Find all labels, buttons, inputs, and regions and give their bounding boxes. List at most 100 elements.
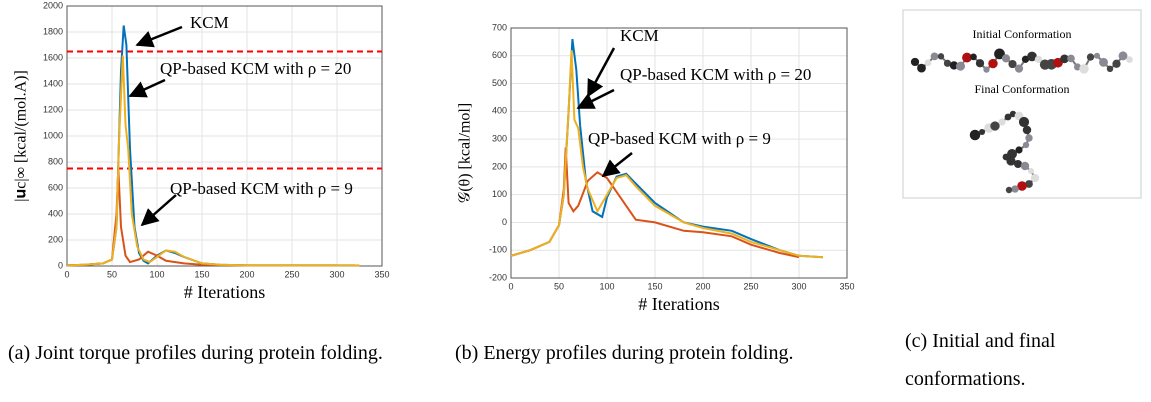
y-tick-label: 500 [492, 78, 507, 88]
x-tick-label: 300 [791, 281, 806, 291]
atom [1005, 186, 1013, 194]
y-tick-label: 600 [48, 182, 63, 192]
x-tick-label: 0 [508, 281, 513, 291]
atom [1020, 161, 1030, 171]
atom [1099, 57, 1108, 67]
atom [962, 52, 972, 63]
y-tick-label: 1000 [43, 130, 63, 140]
atom [1001, 54, 1011, 63]
atom [970, 53, 977, 61]
y-tick-label: 300 [492, 133, 507, 143]
final-label: Final Conformation [975, 82, 1070, 96]
series-line [66, 55, 360, 267]
annotation-arrow [586, 47, 616, 98]
y-tick-label: 1400 [43, 78, 63, 88]
molecules [910, 48, 1133, 194]
x-axis-label: # Iterations [638, 294, 719, 314]
atom [1014, 64, 1024, 73]
x-tick-label: 250 [743, 281, 758, 291]
annotation: KCM [190, 13, 229, 32]
atom [1073, 63, 1082, 71]
atom [1106, 65, 1114, 73]
atom [998, 118, 1006, 126]
atom [1025, 180, 1033, 188]
x-tick-label: 300 [329, 269, 344, 279]
atom [990, 121, 1000, 131]
x-tick-label: 200 [239, 269, 254, 279]
y-tick-label: 400 [492, 106, 507, 116]
y-tick-label: 0 [58, 260, 63, 270]
caption-a: (a) Joint torque profiles during protein… [8, 342, 383, 364]
atom [1008, 59, 1017, 69]
atom [1093, 52, 1101, 59]
atom [1009, 110, 1017, 118]
atom [1027, 167, 1035, 175]
plot-frame [510, 27, 848, 279]
caption-c: (c) Initial and final conformations. [905, 330, 1056, 390]
atom [1022, 125, 1032, 135]
y-tick-label: -100 [489, 245, 507, 255]
atom [930, 52, 939, 61]
atom [1112, 59, 1121, 68]
y-tick-label: 600 [492, 50, 507, 60]
atom [924, 59, 932, 67]
y-axis-label: 𝒢(θ) [kcal/mol] [457, 103, 474, 203]
atom [988, 58, 998, 69]
atom [1013, 159, 1023, 169]
atom [983, 66, 990, 73]
x-tick-label: 350 [839, 281, 854, 291]
atom [1011, 185, 1019, 193]
atom [1004, 113, 1012, 121]
annotation: QP-based KCM with ρ = 9 [588, 129, 771, 148]
annotation: QP-based KCM with ρ = 20 [620, 65, 811, 84]
atom [1126, 56, 1133, 63]
atom [1060, 54, 1069, 64]
x-tick-label: 200 [695, 281, 710, 291]
atom [1030, 173, 1040, 183]
atom [910, 57, 920, 67]
annotation: QP-based KCM with ρ = 9 [170, 179, 353, 198]
atom [1017, 181, 1027, 191]
y-tick-label: -200 [489, 272, 507, 282]
atom [1015, 146, 1023, 154]
atom [917, 63, 926, 73]
annotation-arrow [135, 25, 183, 48]
atom [1118, 51, 1128, 61]
series-line [510, 50, 824, 259]
y-tick-label: 700 [492, 22, 507, 32]
y-tick-label: 2000 [43, 0, 63, 10]
atom [1079, 64, 1089, 74]
atom [1025, 134, 1033, 142]
x-tick-label: 250 [284, 269, 299, 279]
atom [1067, 54, 1075, 63]
annotation: QP-based KCM with ρ = 20 [160, 59, 351, 78]
atom [943, 59, 952, 67]
atom [1006, 156, 1016, 166]
atom [1027, 51, 1037, 62]
y-tick-label: 400 [48, 208, 63, 218]
atom [955, 61, 966, 71]
y-tick-label: 1600 [43, 52, 63, 62]
x-tick-label: 100 [149, 269, 164, 279]
y-tick-label: 200 [492, 161, 507, 171]
annotation-arrow [576, 88, 615, 110]
atom [994, 48, 1005, 60]
atom [949, 61, 959, 70]
y-tick-label: 0 [502, 217, 507, 227]
x-tick-label: 150 [194, 269, 209, 279]
y-tick-label: 1200 [43, 104, 63, 114]
atom [975, 59, 985, 68]
caption-b: (b) Energy profiles during protein foldi… [455, 342, 794, 364]
x-tick-label: 0 [64, 269, 69, 279]
x-tick-label: 150 [647, 281, 662, 291]
atom [978, 128, 986, 136]
atom [937, 53, 945, 60]
x-tick-label: 50 [107, 269, 117, 279]
y-tick-label: 800 [48, 156, 63, 166]
y-tick-label: 200 [48, 234, 63, 244]
y-axis-label: |𝐮c|∞ [kcal/(mol.A)] [13, 70, 30, 202]
annotation-arrow [601, 152, 633, 178]
atom [1034, 55, 1043, 64]
